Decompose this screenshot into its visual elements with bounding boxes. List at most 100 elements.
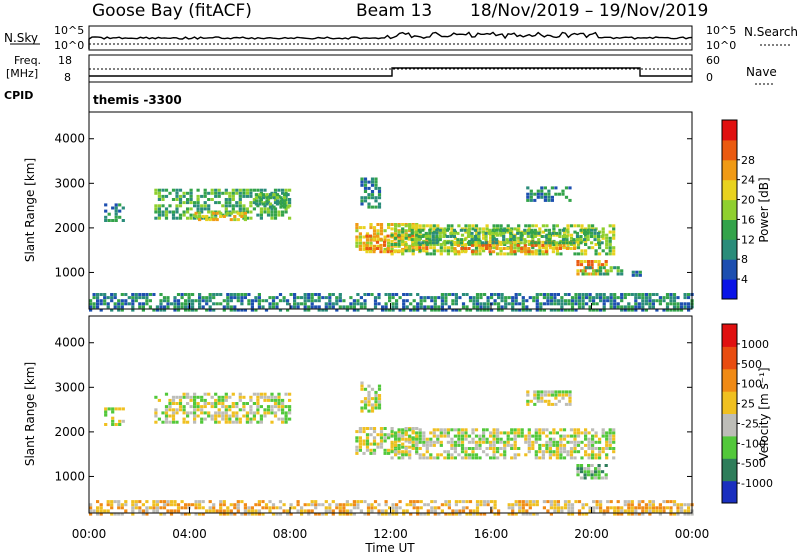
- data-cell: [355, 439, 359, 443]
- data-cell: [228, 213, 232, 217]
- data-cell: [572, 238, 576, 242]
- data-cell: [96, 296, 100, 300]
- data-cell: [672, 305, 677, 309]
- data-cell: [608, 434, 612, 438]
- data-cell: [581, 269, 585, 273]
- data-cell: [214, 194, 218, 198]
- data-cell: [272, 196, 276, 200]
- data-cell: [539, 305, 543, 309]
- data-cell: [411, 252, 415, 256]
- data-cell: [421, 235, 425, 238]
- data-cell: [505, 241, 509, 245]
- data-cell: [499, 233, 503, 237]
- data-cell: [560, 299, 564, 303]
- data-cell: [538, 434, 542, 438]
- data-cell: [580, 230, 584, 234]
- data-cell: [474, 428, 479, 432]
- data-cell: [283, 202, 287, 206]
- data-cell: [440, 503, 444, 507]
- data-cell: [164, 420, 169, 424]
- data-cell: [509, 228, 513, 232]
- data-cell: [268, 305, 272, 309]
- data-cell: [282, 299, 286, 303]
- data-cell: [485, 453, 489, 457]
- data-cell: [592, 299, 596, 303]
- data-cell: [576, 263, 580, 267]
- data-cell: [608, 437, 612, 441]
- data-cell: [258, 196, 262, 200]
- data-cell: [203, 411, 207, 415]
- data-cell: [214, 402, 218, 405]
- data-cell: [259, 395, 263, 399]
- data-cell: [224, 417, 228, 421]
- data-cell: [553, 302, 557, 306]
- data-cell: [456, 238, 460, 242]
- data-cell: [338, 506, 342, 510]
- data-cell: [358, 430, 362, 434]
- data-cell: [99, 512, 103, 516]
- data-cell: [228, 194, 232, 198]
- data-cell: [635, 273, 639, 277]
- data-cell: [266, 213, 271, 217]
- data-cell: [404, 236, 408, 240]
- data-cell: [233, 503, 237, 507]
- data-cell: [518, 308, 522, 312]
- data-cell: [201, 512, 205, 516]
- data-cell: [569, 434, 574, 438]
- data-cell: [352, 308, 356, 312]
- data-cell: [627, 512, 631, 516]
- data-cell: [641, 296, 645, 300]
- data-cell: [408, 229, 412, 233]
- data-cell: [201, 296, 205, 300]
- data-cell: [286, 205, 290, 209]
- data-cell: [277, 408, 281, 412]
- data-cell: [210, 188, 214, 192]
- data-cell: [310, 500, 314, 504]
- data-cell: [372, 250, 376, 254]
- data-cell: [556, 500, 560, 504]
- data-cell: [224, 395, 228, 399]
- data-cell: [379, 223, 384, 226]
- data-cell: [405, 503, 409, 507]
- data-cell: [683, 296, 687, 300]
- data-cell: [278, 308, 283, 312]
- data-cell: [467, 440, 472, 444]
- data-cell: [444, 503, 448, 507]
- data-cell: [236, 299, 240, 303]
- data-cell: [257, 302, 261, 306]
- data-cell: [281, 213, 285, 217]
- data-cell: [637, 293, 641, 296]
- data-cell: [178, 194, 183, 198]
- data-cell: [526, 402, 530, 406]
- data-cell: [585, 512, 589, 516]
- data-cell: [154, 204, 158, 208]
- data-cell: [154, 411, 158, 415]
- data-cell: [541, 252, 545, 256]
- data-cell: [597, 263, 601, 267]
- data-cell: [576, 269, 580, 273]
- data-cell: [641, 506, 645, 510]
- data-cell: [288, 408, 292, 412]
- data-cell: [131, 293, 135, 296]
- data-cell: [113, 512, 117, 516]
- data-cell: [506, 224, 510, 228]
- data-cell: [249, 194, 253, 198]
- x-tick-label: 08:00: [273, 527, 308, 541]
- data-cell: [408, 434, 412, 438]
- data-cell: [451, 509, 455, 513]
- data-cell: [121, 206, 125, 210]
- data-cell: [623, 293, 627, 296]
- data-cell: [574, 293, 578, 296]
- data-cell: [410, 238, 414, 242]
- data-cell: [114, 203, 118, 207]
- data-cell: [383, 240, 387, 244]
- data-cell: [402, 293, 406, 296]
- data-cell: [641, 500, 645, 504]
- data-cell: [597, 464, 601, 467]
- data-cell: [398, 506, 402, 510]
- data-cell: [145, 512, 149, 516]
- data-cell: [370, 177, 375, 181]
- data-cell: [390, 250, 394, 254]
- data-cell: [496, 450, 500, 454]
- data-cell: [425, 252, 429, 256]
